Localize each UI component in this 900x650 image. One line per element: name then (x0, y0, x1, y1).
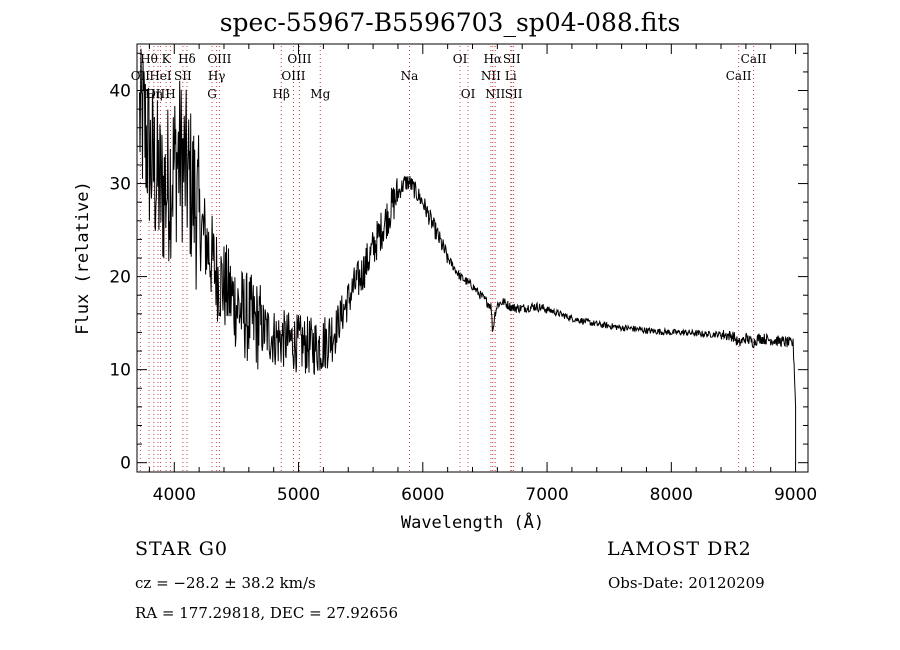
line-marker-label-22: Li (505, 69, 517, 83)
y-tick-label-2: 20 (109, 268, 131, 288)
survey-label: LAMOST DR2 (607, 538, 752, 560)
y-tick-label-4: 40 (109, 82, 131, 102)
line-marker-label-8: Hδ (178, 52, 196, 66)
line-marker-label-15: Mg (310, 87, 330, 101)
line-marker-label-25: CaII (741, 52, 767, 66)
line-marker-label-1: OII (131, 69, 151, 83)
line-marker-label-3: Hη (145, 87, 163, 101)
y-tick-label-0: 0 (120, 454, 131, 474)
line-marker-label-12: OIII (287, 52, 311, 66)
x-tick-label-1: 5000 (277, 485, 320, 505)
line-marker-label-19: Hα (483, 52, 502, 66)
line-marker-label-17: OI (453, 52, 468, 66)
spectrum-line (139, 48, 797, 463)
line-marker-label-21: NII (481, 69, 501, 83)
x-tick-label-3: 7000 (525, 485, 568, 505)
line-marker-label-14: Hβ (273, 87, 290, 101)
x-tick-label-2: 6000 (401, 485, 444, 505)
line-marker-label-26: CaII (726, 69, 752, 83)
y-axis-label: Flux (relative) (73, 181, 93, 335)
line-marker-label-7: H (165, 87, 175, 101)
x-tick-label-0: 4000 (153, 485, 196, 505)
line-marker-label-4: HeI (149, 69, 172, 83)
chart-title: spec-55967-B5596703_sp04-088.fits (219, 8, 681, 37)
line-marker-label-23: NII (485, 87, 505, 101)
line-marker-label-11: G (207, 87, 217, 101)
line-marker-label-24: SII (505, 87, 523, 101)
line-marker-label-5: K (162, 52, 172, 66)
line-marker-label-0: Hθ (140, 52, 158, 66)
coordinates-label: RA = 177.29818, DEC = 27.92656 (135, 604, 399, 622)
line-marker-label-2: OIII (146, 87, 170, 101)
star-class-label: STAR G0 (135, 538, 228, 560)
x-tick-label-4: 8000 (650, 485, 693, 505)
line-marker-label-20: SII (503, 52, 521, 66)
plot-frame (136, 43, 809, 473)
x-tick-label-5: 9000 (774, 485, 817, 505)
line-marker-label-6: SII (174, 69, 192, 83)
line-marker-label-13: OIII (281, 69, 305, 83)
y-tick-label-3: 30 (109, 175, 131, 195)
line-marker-label-9: OIII (207, 52, 231, 66)
line-marker-label-18: OI (461, 87, 476, 101)
obs-date-label: Obs-Date: 20120209 (608, 574, 765, 592)
redshift-label: cz = −28.2 ± 38.2 km/s (135, 574, 316, 592)
line-marker-label-16: Na (401, 69, 419, 83)
y-tick-label-1: 10 (109, 361, 131, 381)
x-axis-label: Wavelength (Å) (401, 511, 544, 533)
line-marker-label-10: Hγ (208, 69, 226, 83)
